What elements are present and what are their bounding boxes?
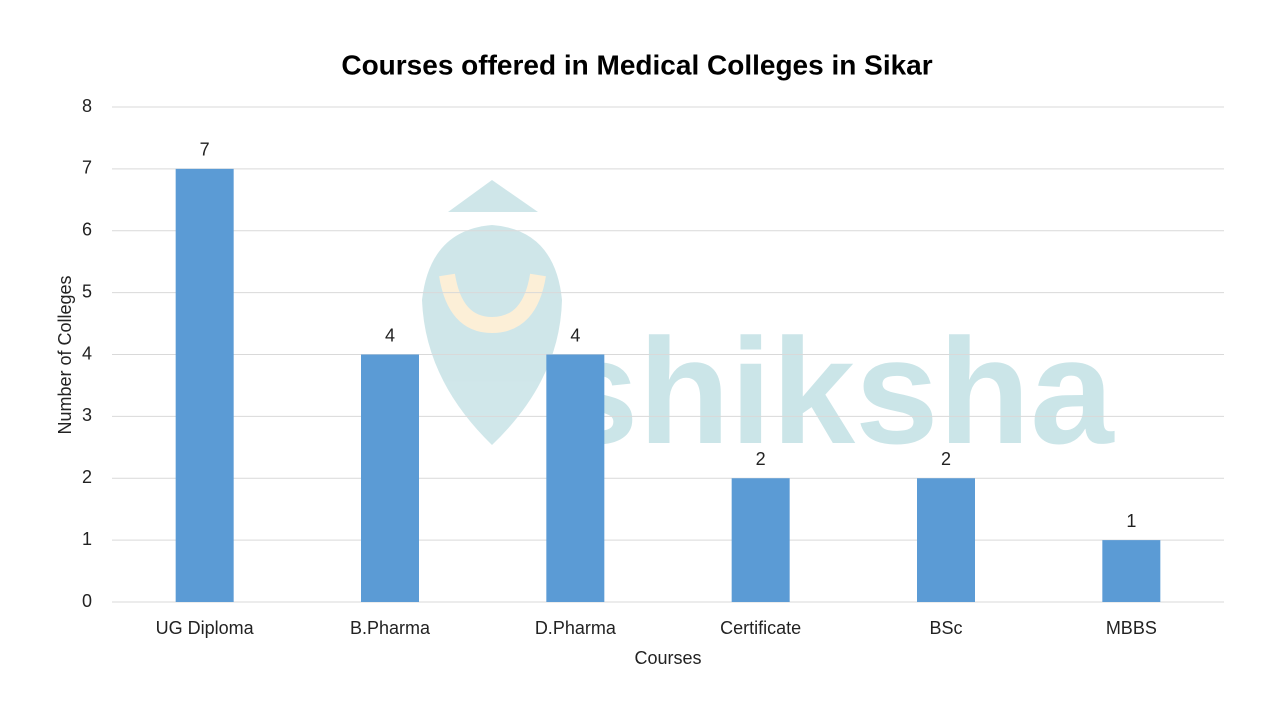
- x-tick-label: D.Pharma: [535, 618, 617, 638]
- y-tick-label: 1: [82, 529, 92, 549]
- x-tick-label: UG Diploma: [156, 618, 255, 638]
- y-tick-label: 2: [82, 467, 92, 487]
- y-tick-label: 6: [82, 220, 92, 240]
- x-tick-label: B.Pharma: [350, 618, 431, 638]
- y-tick-label: 5: [82, 281, 92, 301]
- data-label: 4: [385, 325, 395, 345]
- y-axis-label: Number of Colleges: [55, 275, 75, 434]
- data-label: 2: [756, 449, 766, 469]
- chart-title: Courses offered in Medical Colleges in S…: [341, 49, 932, 80]
- y-tick-label: 3: [82, 405, 92, 425]
- data-label: 2: [941, 449, 951, 469]
- bar: [546, 354, 605, 602]
- watermark: shiksha: [555, 307, 1115, 475]
- bar: [175, 168, 234, 602]
- watermark-logo: [422, 180, 562, 445]
- data-label: 4: [570, 325, 580, 345]
- y-tick-label: 0: [82, 591, 92, 611]
- y-tick-label: 8: [82, 96, 92, 116]
- bar: [1102, 540, 1161, 602]
- x-tick-label: MBBS: [1106, 618, 1157, 638]
- x-axis-label: Courses: [634, 648, 701, 668]
- y-tick-label: 4: [82, 343, 92, 363]
- y-tick-label: 7: [82, 158, 92, 178]
- bar: [731, 478, 790, 602]
- x-tick-label: BSc: [929, 618, 962, 638]
- bar: [361, 354, 419, 602]
- data-label: 1: [1126, 511, 1136, 531]
- x-tick-label: Certificate: [720, 618, 801, 638]
- data-label: 7: [200, 140, 210, 160]
- bar: [917, 478, 975, 602]
